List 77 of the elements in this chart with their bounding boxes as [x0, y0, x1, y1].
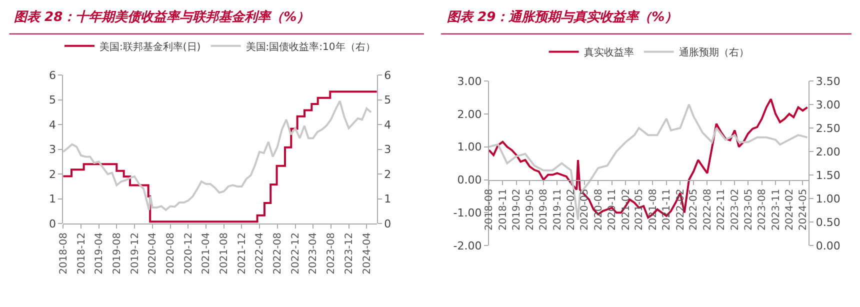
- x-tick-label: 2021-12: [236, 232, 248, 274]
- x-tick-label: 2020-05: [580, 188, 591, 231]
- line-series: [63, 100, 372, 211]
- y2-tick-label: 6: [384, 68, 392, 82]
- y-tick-label: 0: [48, 217, 56, 230]
- x-tick-label: 2023-08: [326, 232, 338, 274]
- x-tick-label: 2020-04: [148, 232, 159, 274]
- x-tick-label: 2019-11: [552, 188, 564, 231]
- y2-tick-label: 2: [384, 168, 392, 181]
- x-tick-label: 2023-12: [344, 232, 356, 274]
- x-tick-label: 2023-11: [770, 188, 782, 231]
- y2-tick-label: 3.00: [816, 98, 840, 112]
- chart-title: 图表 29：通胀预期与真实收益率（%）: [447, 9, 678, 25]
- y2-tick-label: 0.50: [816, 216, 840, 229]
- y2-tick-label: 3: [384, 143, 392, 156]
- legend-label: 真实收益率: [584, 46, 634, 59]
- y2-tick-label: 1.00: [816, 192, 840, 206]
- y2-tick-label: 1.50: [816, 168, 840, 182]
- x-tick-label: 2021-05: [634, 188, 646, 231]
- x-tick-label: 2022-11: [716, 188, 728, 231]
- x-tick-label: 2020-11: [607, 188, 618, 231]
- x-tick-label: 2023-04: [308, 232, 320, 274]
- x-tick-label: 2019-08: [538, 188, 550, 231]
- x-tick-label: 2018-11: [498, 188, 509, 231]
- y-tick-label: 1: [48, 192, 56, 206]
- y2-tick-label: 3.50: [816, 74, 840, 88]
- x-tick-label: 2020-08: [593, 188, 604, 231]
- y-tick-label: 3.00: [457, 74, 482, 88]
- x-tick-label: 2022-02: [675, 188, 686, 231]
- x-tick-label: 2022-08: [702, 188, 714, 231]
- y2-tick-label: 4: [384, 118, 392, 132]
- y2-tick-label: 2.00: [816, 145, 840, 158]
- y2-tick-label: 2.50: [816, 122, 840, 135]
- legend-label: 美国:国债收益率:10年（右）: [246, 40, 376, 53]
- legend-label: 通胀预期（右）: [678, 46, 749, 59]
- y-tick-label: 1.00: [457, 140, 482, 154]
- y-tick-label: 6: [48, 68, 56, 82]
- x-tick-label: 2019-05: [524, 188, 536, 231]
- x-tick-label: 2019-04: [94, 232, 106, 274]
- y2-tick-label: 0.00: [816, 239, 840, 252]
- x-tick-label: 2022-05: [688, 188, 700, 231]
- y2-tick-label: 1: [384, 192, 392, 206]
- x-tick-label: 2024-05: [798, 188, 809, 231]
- x-tick-label: 2022-12: [290, 232, 302, 274]
- x-tick-label: 2023-05: [743, 188, 754, 231]
- y-tick-label: 5: [48, 94, 56, 107]
- x-tick-label: 2020-12: [183, 232, 194, 274]
- chart-title: 图表 28：十年期美债收益率与联邦基金利率（%）: [14, 9, 310, 25]
- y-tick-label: -1.00: [453, 206, 482, 220]
- x-tick-label: 2020-02: [566, 188, 578, 231]
- y-tick-label: 0.00: [457, 174, 482, 187]
- x-tick-label: 2018-08: [484, 188, 496, 231]
- y-tick-label: 3: [48, 143, 56, 156]
- x-tick-label: 2021-11: [662, 188, 673, 231]
- y-tick-label: 4: [48, 118, 56, 132]
- y-tick-label: 2.00: [457, 108, 482, 121]
- x-tick-label: 2022-08: [272, 232, 284, 274]
- x-tick-label: 2019-12: [130, 232, 141, 274]
- x-tick-label: 2018-12: [76, 232, 88, 274]
- x-tick-label: 2019-08: [112, 232, 123, 274]
- x-tick-label: 2024-02: [784, 188, 796, 231]
- x-tick-label: 2021-08: [219, 232, 230, 274]
- x-tick-label: 2022-04: [254, 232, 266, 274]
- y-tick-label: -2.00: [453, 239, 482, 252]
- x-tick-label: 2018-08: [58, 232, 70, 274]
- x-tick-label: 2024-04: [362, 232, 373, 274]
- x-tick-label: 2021-04: [201, 232, 212, 274]
- x-tick-label: 2021-08: [648, 188, 659, 231]
- x-tick-label: 2023-08: [757, 188, 768, 231]
- y2-tick-label: 5: [384, 94, 392, 107]
- x-tick-label: 2023-02: [730, 188, 741, 231]
- y-tick-label: 2: [48, 168, 56, 181]
- x-tick-label: 2021-02: [620, 188, 632, 231]
- legend-label: 美国:联邦基金利率(日): [100, 40, 201, 53]
- y2-tick-label: 0: [384, 217, 392, 230]
- x-tick-label: 2020-08: [166, 232, 177, 274]
- x-tick-label: 2019-02: [512, 188, 523, 231]
